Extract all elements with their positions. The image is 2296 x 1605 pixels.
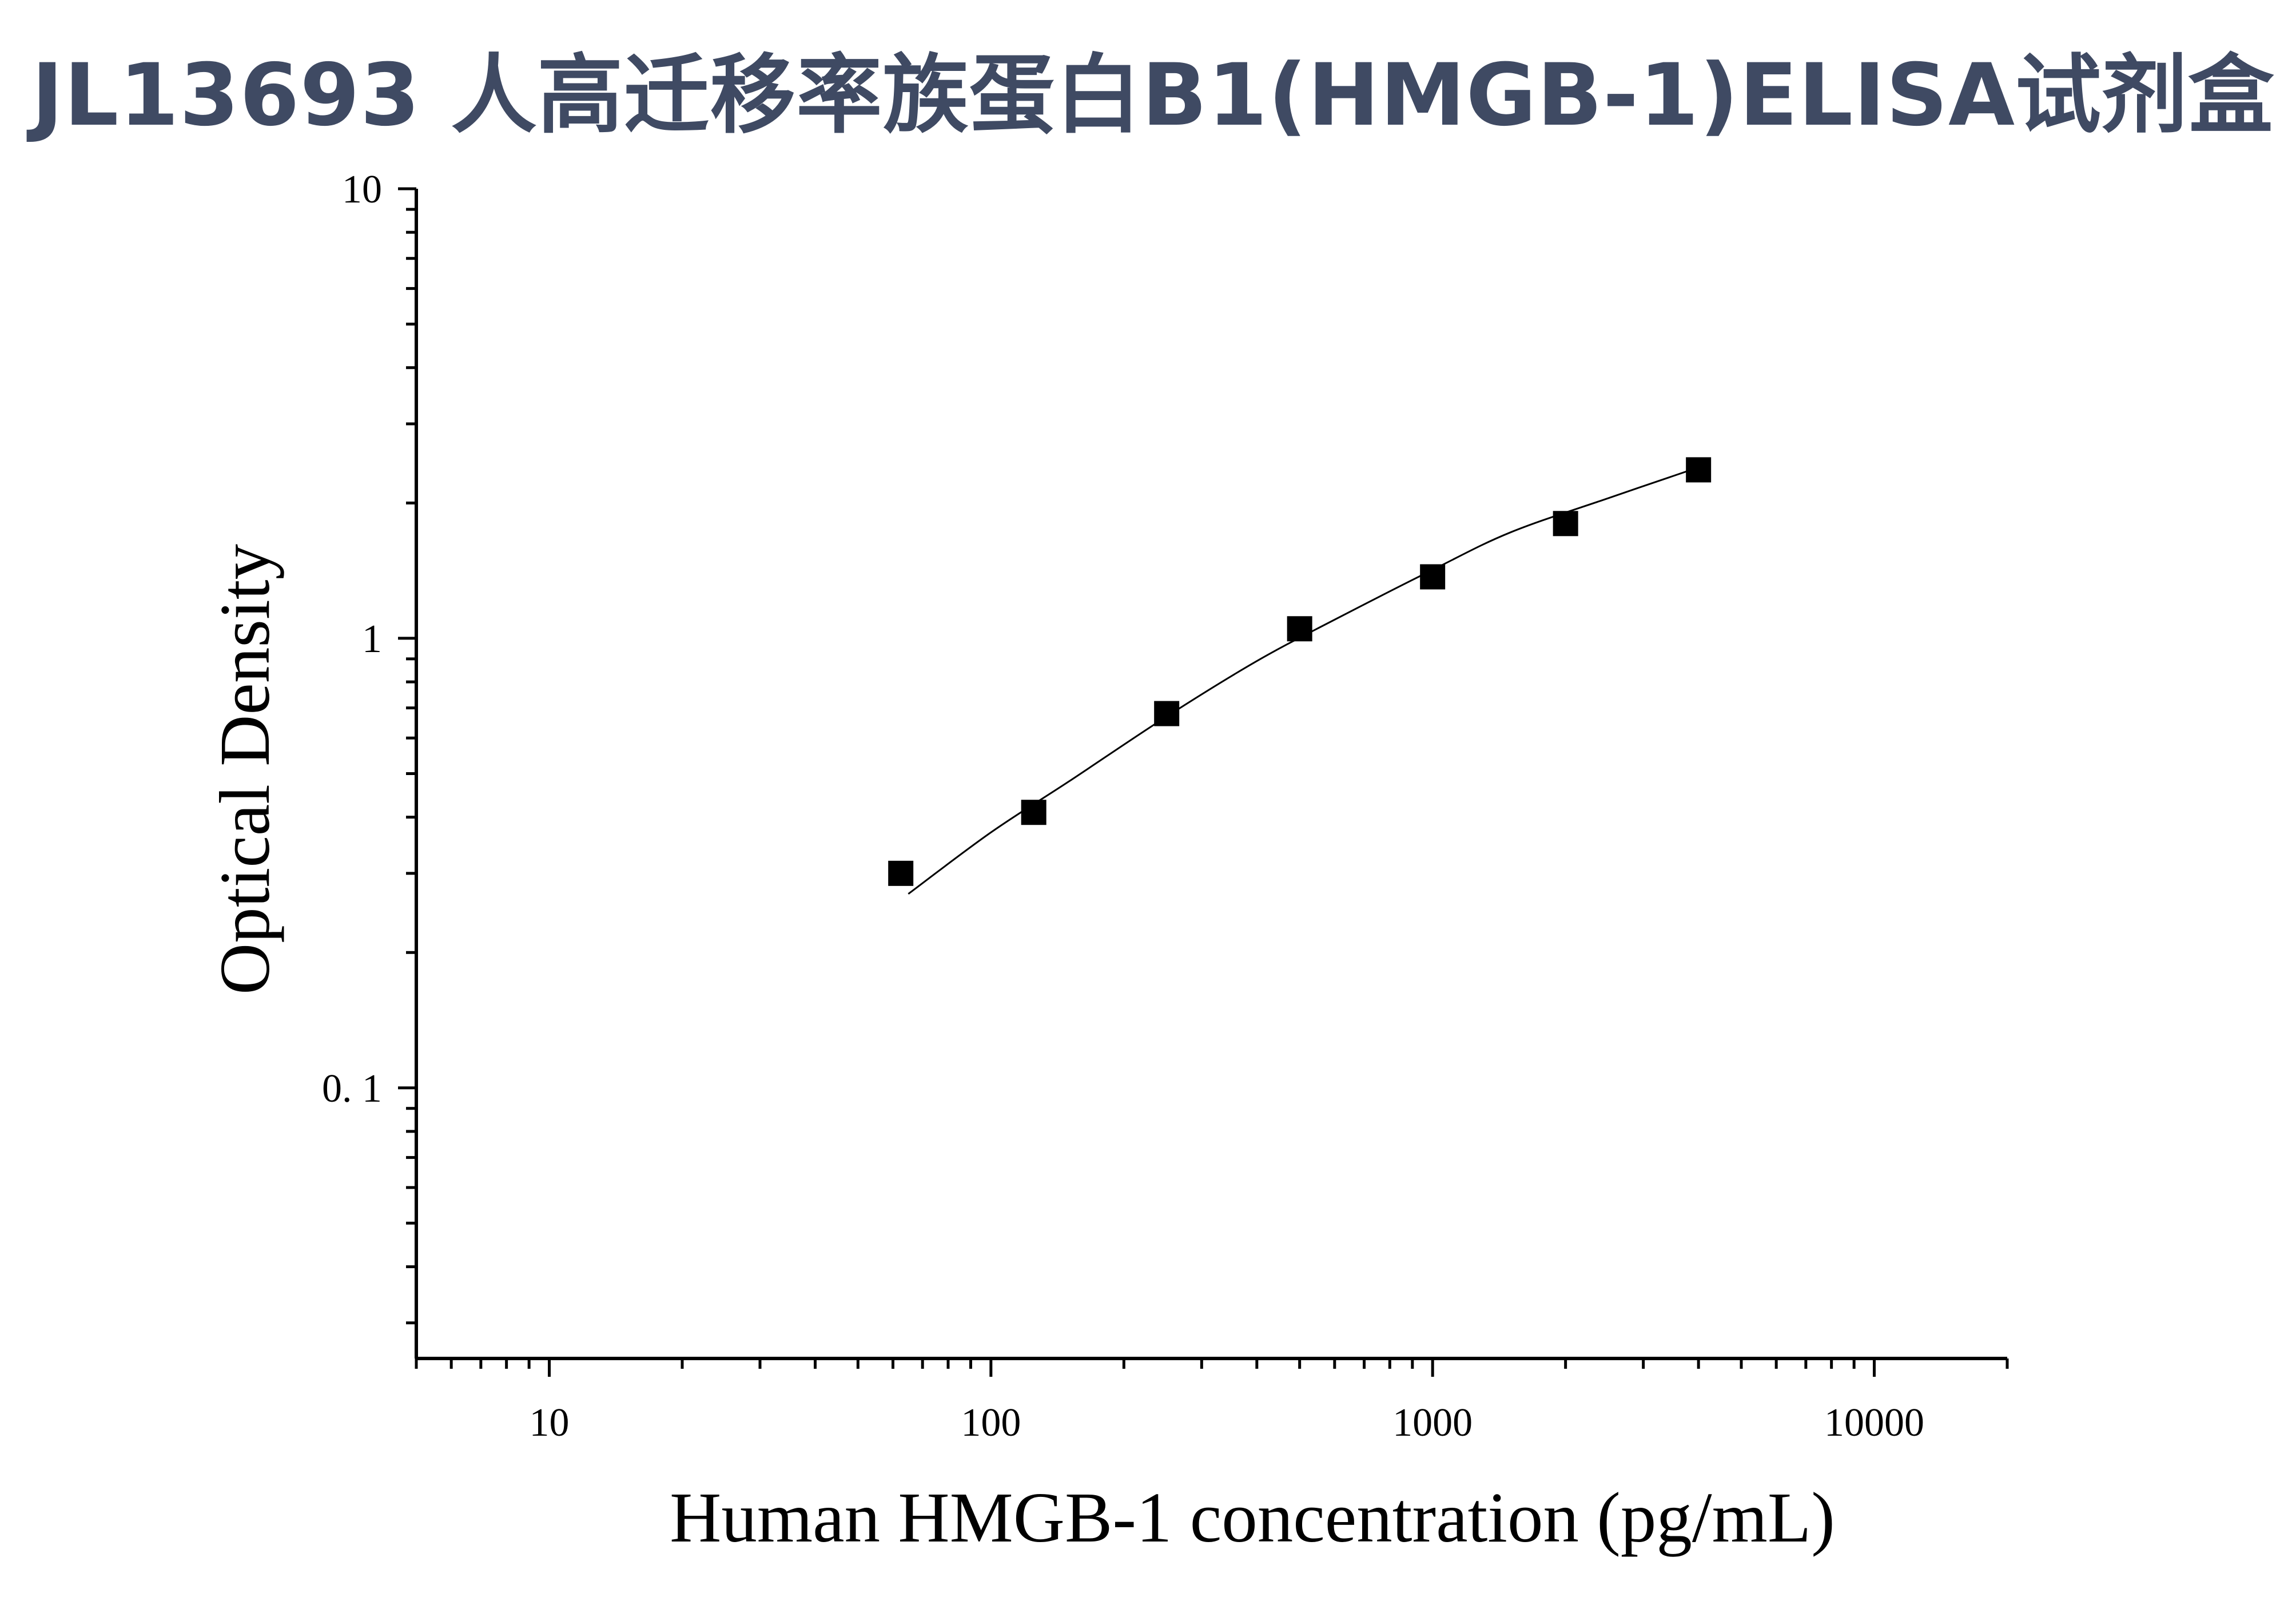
- data-point: [1021, 800, 1046, 825]
- x-tick-label: 1000: [1392, 1401, 1473, 1445]
- data-points: [888, 457, 1712, 886]
- y-tick-label: 1: [362, 617, 382, 661]
- data-point: [888, 860, 914, 886]
- x-axis-title: Human HMGB-1 concentration (pg/mL): [670, 1479, 1835, 1558]
- data-point: [1154, 701, 1180, 726]
- data-point: [1287, 616, 1312, 642]
- x-tick-label: 10: [529, 1401, 569, 1445]
- data-point: [1420, 564, 1446, 590]
- x-tick-label: 10000: [1824, 1401, 1924, 1445]
- x-tick-label: 100: [961, 1401, 1021, 1445]
- y-tick-label: 0. 1: [322, 1067, 382, 1111]
- axis-ticks: [398, 187, 2009, 1377]
- data-point: [1686, 457, 1712, 483]
- y-axis-title: Optical Density: [206, 543, 285, 995]
- chart-axes: [415, 189, 2007, 1360]
- y-tick-label: 10: [342, 168, 382, 212]
- page-title: JL13693 人高迁移率族蛋白B1(HMGB-1)ELISA试剂盒: [31, 46, 2275, 145]
- axis-tick-labels: 10 100 1000 10000 0. 1 1 10: [322, 168, 1924, 1445]
- fit-curve-line: [908, 466, 1699, 895]
- data-point: [1553, 511, 1578, 537]
